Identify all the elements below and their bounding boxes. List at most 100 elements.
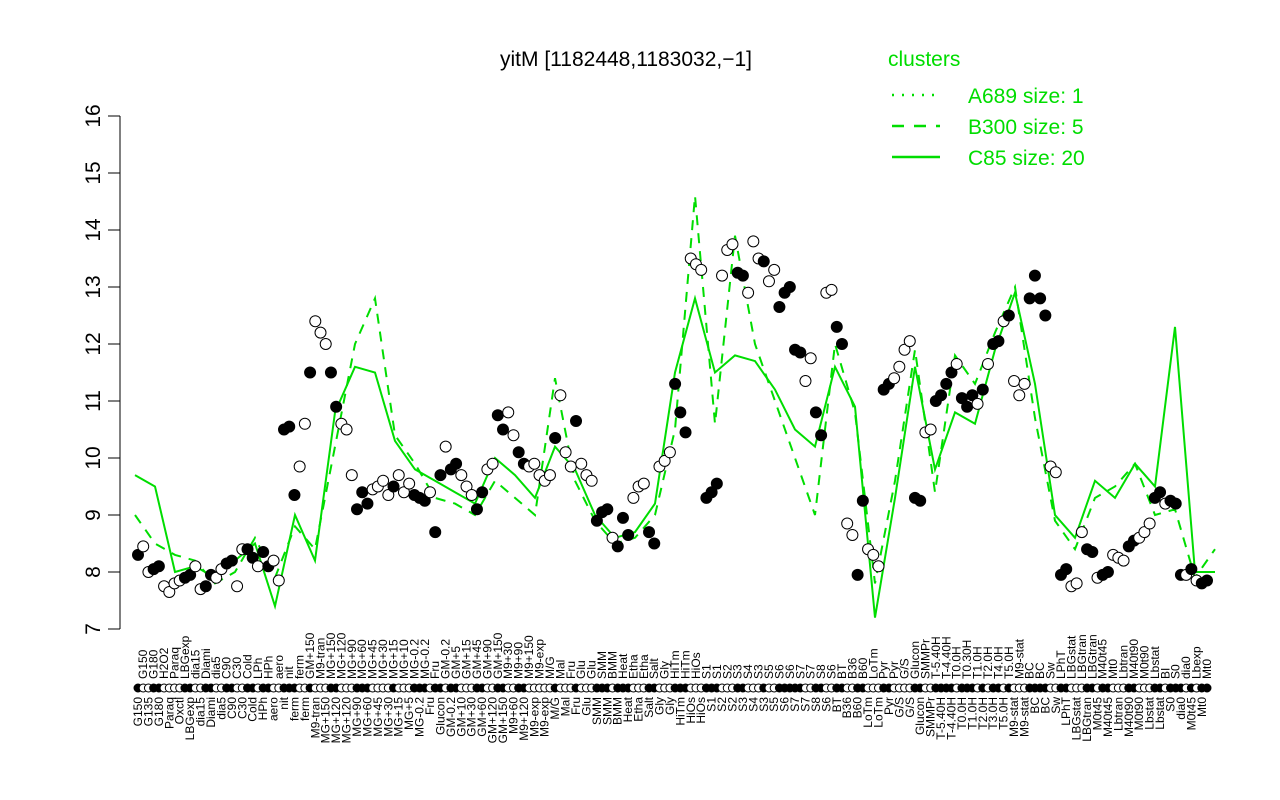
data-point — [841, 517, 854, 530]
data-point — [559, 446, 572, 459]
x-tick-label: GM+120 — [486, 697, 500, 744]
data-point — [856, 494, 869, 507]
data-point — [1070, 577, 1083, 590]
x-tick-label: Pyr — [887, 661, 901, 679]
x-tick-label: BMM — [611, 697, 625, 725]
data-point — [351, 503, 364, 516]
data-point — [622, 528, 635, 541]
data-point — [716, 269, 729, 282]
data-point — [585, 474, 598, 487]
legend-entry: C85 size: 20 — [968, 147, 1085, 170]
data-point — [418, 494, 431, 507]
x-tick-label: T5.0H — [997, 697, 1011, 730]
x-tick-label: HiTm — [673, 697, 687, 726]
data-point — [961, 400, 974, 413]
x-tick-label: Sw — [1049, 697, 1063, 714]
data-point — [898, 343, 911, 356]
data-point — [1169, 497, 1182, 510]
y-tick-label: 9 — [82, 509, 105, 521]
x-tick-label: S6 — [772, 664, 786, 679]
x-tick-label: S2 — [720, 664, 734, 679]
y-axis: 7 8 9 10 11 12 13 14 15 16 — [82, 104, 121, 635]
data-point — [1023, 292, 1036, 305]
x-tick-label: MG+15 — [392, 697, 406, 737]
x-tick-label: Paraq — [162, 697, 176, 729]
x-tick-label: GM+60 — [475, 697, 489, 737]
x-tick-label: G150 — [131, 697, 145, 727]
x-tick-label: LBGtran — [1080, 697, 1094, 742]
data-point — [288, 489, 301, 502]
x-tick-label: GM+10 — [454, 697, 468, 737]
x-tick-label: ferm — [293, 655, 307, 679]
data-point — [330, 400, 343, 413]
data-point — [981, 357, 994, 370]
data-point — [888, 372, 901, 385]
x-tick-label: LBGtran — [1085, 634, 1099, 679]
x-tick-label: S6 — [783, 664, 797, 679]
data-point — [241, 543, 254, 556]
data-point — [387, 480, 400, 493]
x-tick-label: SMMPr — [924, 697, 938, 737]
x-tick-label: M9+30 — [501, 642, 515, 679]
x-tick-label: LBGexp — [178, 635, 192, 679]
x-rug-mark — [1202, 683, 1212, 693]
series-line-solid — [134, 289, 1215, 618]
data-point — [1008, 375, 1021, 388]
data-point — [246, 551, 259, 564]
x-tick-label: dia5 — [214, 697, 228, 720]
x-tick-label: HPh — [261, 656, 275, 679]
x-tick-label: Etha — [637, 654, 651, 679]
x-tick-label: Heat — [616, 653, 630, 679]
x-tick-label: M40t45 — [1096, 639, 1110, 679]
x-tick-label: MG+30 — [381, 697, 395, 737]
x-tick-label: LBGstat — [1070, 696, 1084, 740]
x-tick-label: MG+120 — [334, 632, 348, 679]
data-point — [705, 486, 718, 499]
x-tick-label: LBGexp — [183, 697, 197, 741]
x-tick-label: M40t90 — [1122, 697, 1136, 737]
data-point — [424, 486, 437, 499]
data-point — [825, 283, 838, 296]
data-point — [924, 423, 937, 436]
x-tick-label: Fru — [423, 697, 437, 715]
y-tick-label: 13 — [82, 275, 105, 298]
data-point — [512, 446, 525, 459]
x-tick-label: MG+60 — [360, 697, 374, 737]
x-tick-label: ferm — [287, 697, 301, 721]
x-tick-label: SMM — [595, 651, 609, 679]
x-tick-label: Mt0 — [1195, 697, 1209, 717]
data-point — [1034, 292, 1047, 305]
x-tick-label: T0.0H — [950, 646, 964, 679]
data-point — [434, 469, 447, 482]
x-tick-label: dia15 — [188, 649, 202, 679]
x-tick-label: dia0 — [1179, 656, 1193, 679]
x-tick-label: T-5.40H — [929, 636, 943, 679]
x-tick-label: S4 — [746, 697, 760, 712]
x-tick-label: Gly — [663, 697, 677, 715]
x-tick-label: M9-exp — [538, 697, 552, 737]
data-point — [976, 383, 989, 396]
x-tick-label: M9-stat — [1007, 696, 1021, 737]
x-tick-label: G180 — [152, 697, 166, 727]
data-point — [319, 338, 332, 350]
x-tick-label: B60 — [856, 657, 870, 679]
y-tick-label: 8 — [82, 566, 105, 578]
data-point — [1075, 526, 1088, 539]
x-tick-label: M9-stat — [1012, 638, 1026, 679]
x-tick-label: T3.0H — [986, 697, 1000, 730]
x-tick-label: GM+15 — [460, 639, 474, 679]
data-point — [637, 477, 650, 490]
x-tick-label: ferm — [298, 697, 312, 721]
data-point — [564, 460, 577, 473]
data-point — [851, 568, 864, 581]
data-point — [1013, 389, 1026, 402]
x-tick-label: Diami — [199, 648, 213, 679]
x-tick-label: GM+30 — [465, 697, 479, 737]
data-point — [762, 275, 775, 288]
data-point — [1101, 566, 1114, 578]
x-tick-label: S2 — [715, 697, 729, 712]
x-tick-label: Cold — [241, 654, 255, 679]
data-point — [1028, 269, 1041, 282]
data-point — [757, 255, 770, 268]
data-point — [324, 366, 337, 379]
